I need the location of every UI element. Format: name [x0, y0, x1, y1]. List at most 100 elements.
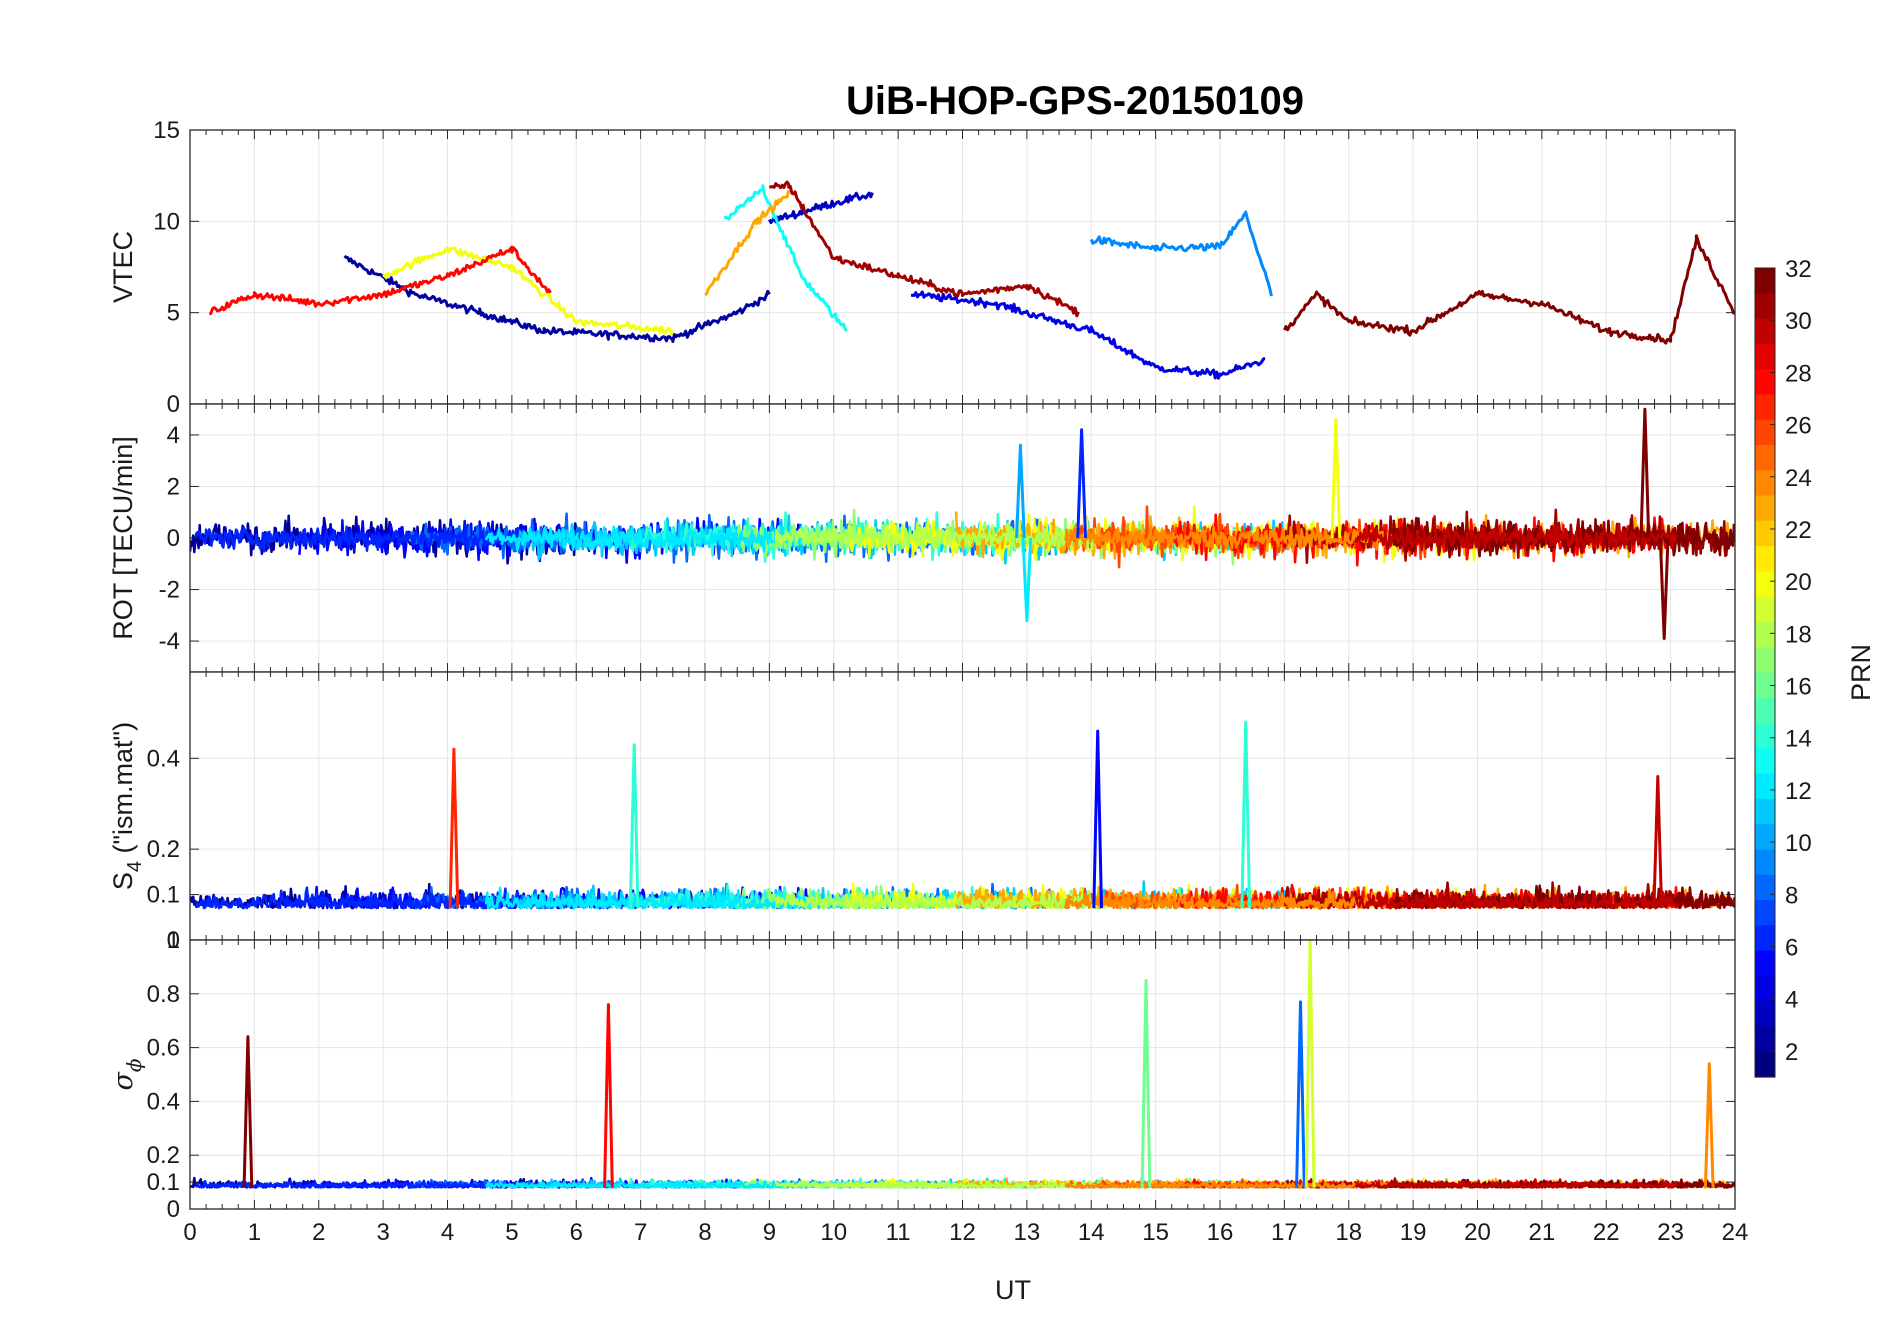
- x-tick-label: 21: [1529, 1219, 1556, 1246]
- spike-prn-12: [1021, 537, 1033, 622]
- y-tick-label: 5: [167, 300, 180, 327]
- spike-prn-32: [1658, 537, 1670, 640]
- colorbar-swatch: [1755, 445, 1775, 471]
- colorbar-swatch: [1755, 571, 1775, 598]
- colorbar-swatch: [1755, 874, 1775, 901]
- y-tick-label: 0: [167, 927, 180, 954]
- spike-prn-14: [628, 743, 640, 909]
- series-trace-prn-18: [774, 521, 1099, 554]
- y-tick-label: 0: [167, 525, 180, 552]
- x-tick-label: 17: [1271, 1219, 1298, 1246]
- x-tick-label: 18: [1335, 1219, 1362, 1246]
- x-tick-label: 4: [441, 1219, 454, 1246]
- panel-rot: -4 -2 0 2 4 ROT [TECU/min]: [108, 403, 1736, 673]
- series-trace-prn-24: [1064, 522, 1389, 553]
- series-line-prn-20: [382, 246, 675, 336]
- x-tick-label: 15: [1142, 1219, 1169, 1246]
- y-tick-label: 4: [167, 422, 180, 449]
- colorbar-swatch: [1755, 293, 1775, 320]
- colorbar-tick-label: 32: [1785, 256, 1812, 283]
- colorbar-tick-label: 14: [1785, 726, 1812, 753]
- colorbar-swatch: [1755, 900, 1775, 926]
- x-tick-label: 22: [1593, 1219, 1620, 1246]
- series-trace-prn-18: [774, 1179, 1099, 1189]
- y-tick-label: 0.2: [147, 1142, 180, 1169]
- spike-prn-14: [1240, 720, 1252, 909]
- y-tick-label: 0: [167, 1196, 180, 1223]
- x-tick-label: 12: [949, 1219, 976, 1246]
- colorbar-swatch: [1755, 672, 1775, 699]
- y-axis-label: S4 ("ism.mat"): [108, 722, 146, 890]
- y-tick-label: 15: [153, 117, 180, 144]
- panel-s4: 00.10.20.4S4 ("ism.mat"): [108, 671, 1736, 954]
- series-line-prn-32: [1283, 234, 1735, 345]
- y-axis-label: ROT [TECU/min]: [108, 436, 138, 640]
- colorbar-swatch: [1755, 798, 1775, 825]
- y-tick-label: 0.8: [147, 981, 180, 1008]
- axis-ticks: [189, 404, 1736, 672]
- colorbar-tick-label: 20: [1785, 569, 1812, 596]
- y-tick-label: -2: [159, 577, 180, 604]
- y-axis-label-sub: ϕ: [122, 1058, 146, 1072]
- series-group: [190, 407, 1735, 640]
- colorbar-tick-label: 24: [1785, 465, 1812, 492]
- colorbar-swatch: [1755, 1051, 1775, 1078]
- colorbar-swatch: [1755, 495, 1775, 522]
- x-tick-label: 6: [570, 1219, 583, 1246]
- series-trace-prn-12: [484, 525, 810, 553]
- y-tick-label: 0.2: [147, 836, 180, 863]
- colorbar-label: PRN: [1846, 644, 1876, 701]
- series-line-prn-2: [343, 254, 771, 343]
- series-trace-prn-30: [1353, 522, 1678, 551]
- y-tick-label: 0: [167, 391, 180, 418]
- colorbar-tick-label: 22: [1785, 517, 1812, 544]
- series-line-prn-13: [723, 184, 848, 333]
- y-axis-label-rest: ("ism.mat"): [108, 722, 138, 861]
- y-tick-label: 0.4: [147, 1088, 180, 1115]
- colorbar-tick-label: 18: [1785, 621, 1812, 648]
- colorbar-swatch: [1755, 975, 1775, 1002]
- y-tick-label: 10: [153, 208, 180, 235]
- x-tick-label: 10: [820, 1219, 847, 1246]
- y-tick-label: 0.1: [147, 882, 180, 909]
- x-tick-label: 13: [1014, 1219, 1041, 1246]
- axis-ticks: [189, 939, 1736, 1210]
- spike-prn-24: [1703, 1062, 1715, 1188]
- x-tick-label: 1: [248, 1219, 261, 1246]
- y-axis-label: VTEC: [108, 231, 138, 303]
- spike-prn-32: [242, 1035, 254, 1188]
- x-tick-label: 11: [886, 1219, 911, 1246]
- y-axis-label: σϕ: [108, 1058, 146, 1090]
- spike-prn-20: [1330, 418, 1342, 539]
- y-axis-label-main: S: [108, 872, 138, 890]
- series-group: [190, 720, 1735, 910]
- series-line-prn-3: [768, 191, 874, 225]
- colorbar-swatch: [1755, 950, 1775, 977]
- y-tick-label: 0.6: [147, 1035, 180, 1062]
- colorbar-swatch: [1755, 748, 1775, 775]
- x-tick-label: 23: [1657, 1219, 1684, 1246]
- series-line-prn-28: [209, 245, 552, 316]
- colorbar-tick-label: 2: [1785, 1039, 1798, 1066]
- x-tick-label: 7: [634, 1219, 647, 1246]
- grid-lines: [190, 130, 1735, 404]
- spike-prn-8: [1295, 1000, 1306, 1188]
- colorbar-frame: [1754, 267, 1776, 1078]
- chart-title: UiB-HOP-GPS-20150109: [846, 79, 1304, 123]
- series-trace-prn-12: [484, 1179, 810, 1189]
- colorbar-swatch: [1755, 394, 1775, 421]
- colorbar-swatch: [1755, 369, 1775, 395]
- series-trace-prn-18: [774, 890, 1099, 910]
- colorbar-tick-label: 4: [1785, 987, 1798, 1014]
- series-trace-prn-24: [1064, 1179, 1389, 1189]
- x-tick-label: 9: [763, 1219, 776, 1246]
- spike-prn-16: [1140, 978, 1152, 1188]
- x-tick-label: 14: [1078, 1219, 1105, 1246]
- x-tick-label: 16: [1207, 1219, 1234, 1246]
- colorbar-tick-label: 28: [1785, 360, 1812, 387]
- spike-prn-32: [1639, 407, 1651, 539]
- colorbar-swatch: [1755, 520, 1775, 547]
- colorbar-swatch: [1755, 470, 1775, 497]
